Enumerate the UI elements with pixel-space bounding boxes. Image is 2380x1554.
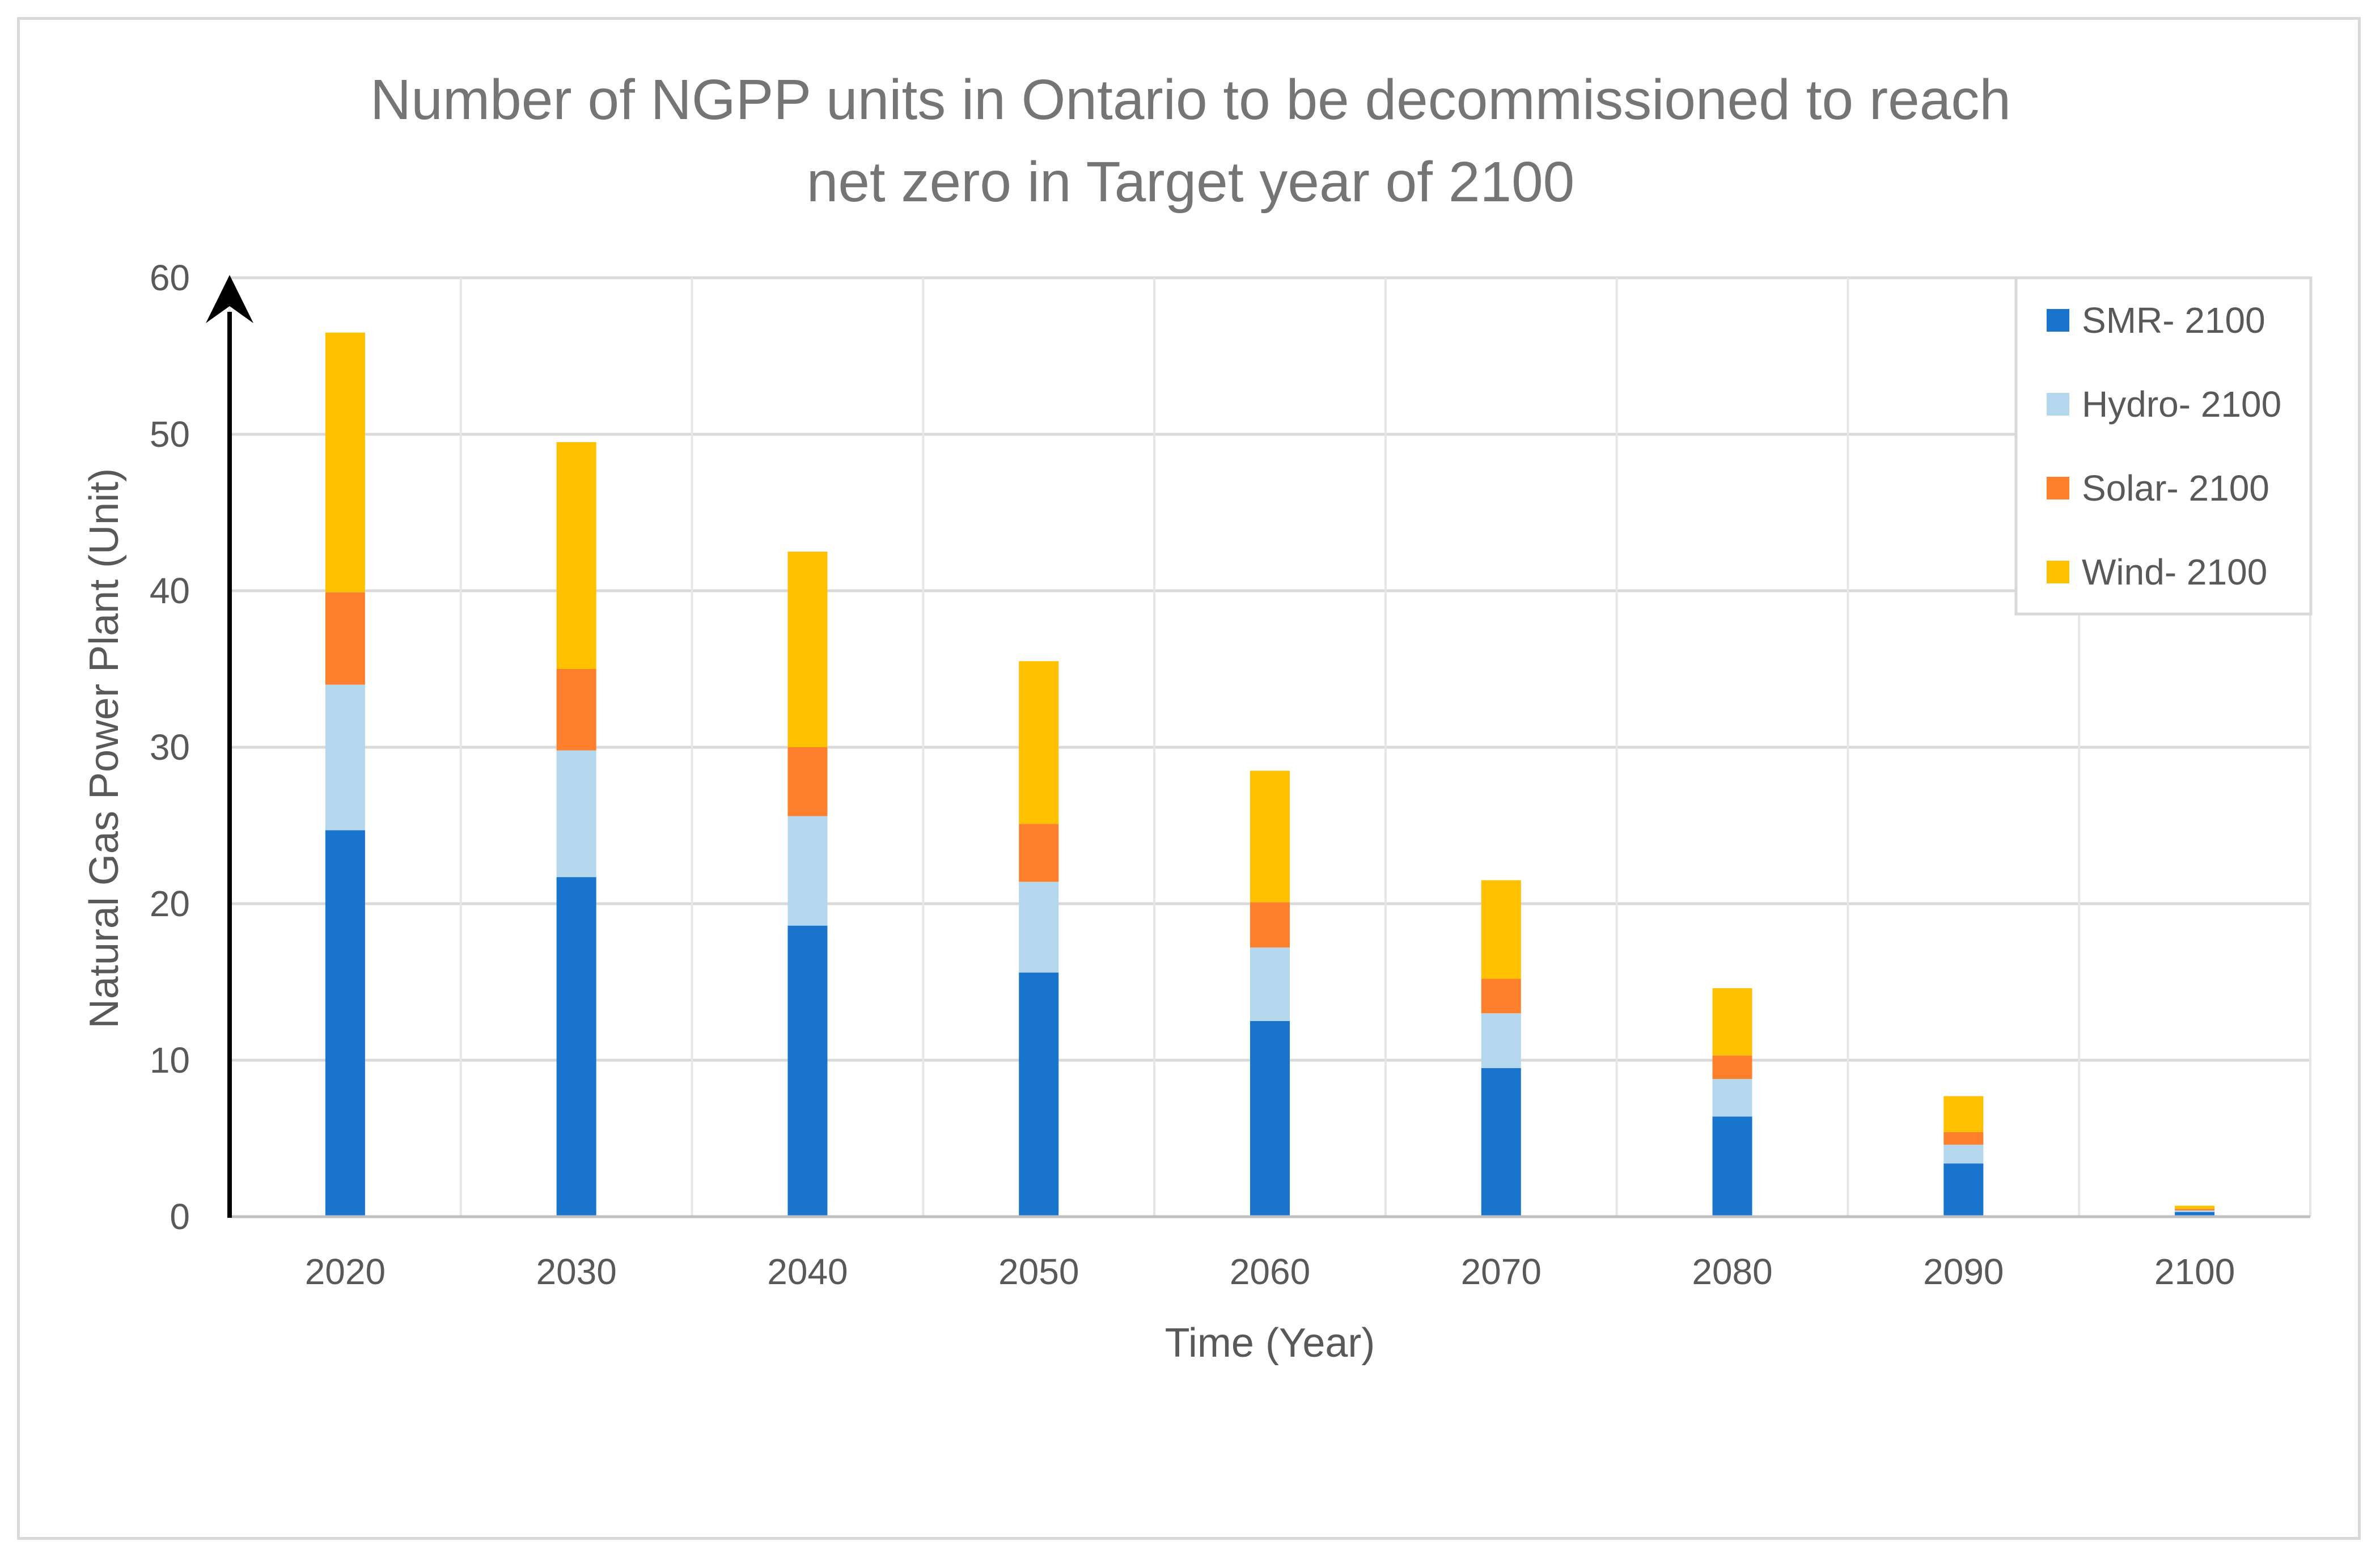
legend-label: Hydro- 2100 [2082,384,2281,425]
x-tick-label: 2060 [1230,1251,1310,1292]
bar-solar-2070 [1481,979,1521,1014]
bar-solar-2050 [1019,824,1059,882]
bar-smr-2020 [325,830,365,1217]
y-tick-label: 30 [150,727,190,768]
bar-solar-2040 [787,747,828,816]
legend-swatch [2047,309,2069,332]
bar-solar-2060 [1250,902,1290,948]
x-tick-label: 2050 [998,1251,1079,1292]
bar-wind-2020 [325,332,365,592]
y-tick-label: 50 [150,414,190,455]
bar-smr-2040 [787,925,828,1217]
bar-hydro-2050 [1019,882,1059,973]
bar-hydro-2100 [2175,1210,2215,1212]
bars [325,332,2215,1217]
bar-hydro-2060 [1250,947,1290,1021]
bar-hydro-2080 [1712,1079,1752,1117]
bar-hydro-2070 [1481,1013,1521,1068]
bar-wind-2050 [1019,661,1059,824]
y-tick-label: 0 [170,1196,190,1237]
chart-title: Number of NGPP units in Ontario to be de… [370,68,2011,214]
y-axis-title: Natural Gas Power Plant (Unit) [82,468,127,1028]
chart-title-line-2: net zero in Target year of 2100 [807,150,1575,214]
x-tick-label: 2040 [767,1251,848,1292]
bar-solar-2090 [1943,1132,1984,1145]
y-tick-label: 60 [150,257,190,298]
bar-wind-2080 [1712,988,1752,1056]
x-tick-label: 2080 [1692,1251,1772,1292]
legend: SMR- 2100 Hydro- 2100 Solar- 2100 Wind- 210… [2014,276,2313,616]
bar-smr-2050 [1019,972,1059,1217]
legend-label: SMR- 2100 [2082,300,2265,341]
bar-hydro-2030 [556,750,596,878]
bar-wind-2030 [556,442,596,669]
bar-wind-2040 [787,552,828,747]
x-tick-label: 2090 [1923,1251,2004,1292]
legend-swatch [2047,477,2069,499]
bar-wind-2100 [2175,1205,2215,1209]
x-tick-label: 2070 [1461,1251,1542,1292]
x-tick-labels: 2020 2030 2040 2050 2060 2070 2080 2090 2100 [305,1251,2235,1292]
axes [206,275,2310,1218]
y-tick-label: 20 [150,883,190,924]
bar-smr-2100 [2175,1212,2215,1217]
y-tick-label: 40 [150,570,190,611]
bar-wind-2070 [1481,880,1521,979]
bar-solar-2080 [1712,1055,1752,1079]
bar-smr-2090 [1943,1163,1984,1217]
legend-label: Wind- 2100 [2082,552,2267,592]
legend-box [2014,276,2313,616]
bar-hydro-2040 [787,816,828,926]
x-tick-label: 2100 [2154,1251,2235,1292]
bar-wind-2090 [1943,1096,1984,1132]
y-axis-arrowhead [206,275,253,323]
bar-wind-2060 [1250,770,1290,903]
legend-swatch [2047,561,2069,583]
bar-hydro-2090 [1943,1145,1984,1164]
x-tick-label: 2020 [305,1251,386,1292]
x-axis-title: Time (Year) [1165,1320,1375,1366]
bar-solar-2020 [325,592,365,685]
bar-solar-2030 [556,669,596,751]
bar-smr-2070 [1481,1068,1521,1217]
legend-label: Solar- 2100 [2082,468,2269,509]
bar-smr-2080 [1712,1116,1752,1217]
bar-smr-2030 [556,877,596,1217]
x-tick-label: 2030 [536,1251,616,1292]
chart-title-line-1: Number of NGPP units in Ontario to be de… [370,68,2011,132]
bar-smr-2060 [1250,1021,1290,1217]
y-tick-labels: 0 10 20 30 40 50 60 [150,257,190,1237]
y-tick-label: 10 [150,1040,190,1081]
chart-frame [17,17,2361,1540]
bar-hydro-2020 [325,684,365,831]
bar-solar-2100 [2175,1209,2215,1210]
legend-swatch [2047,393,2069,416]
